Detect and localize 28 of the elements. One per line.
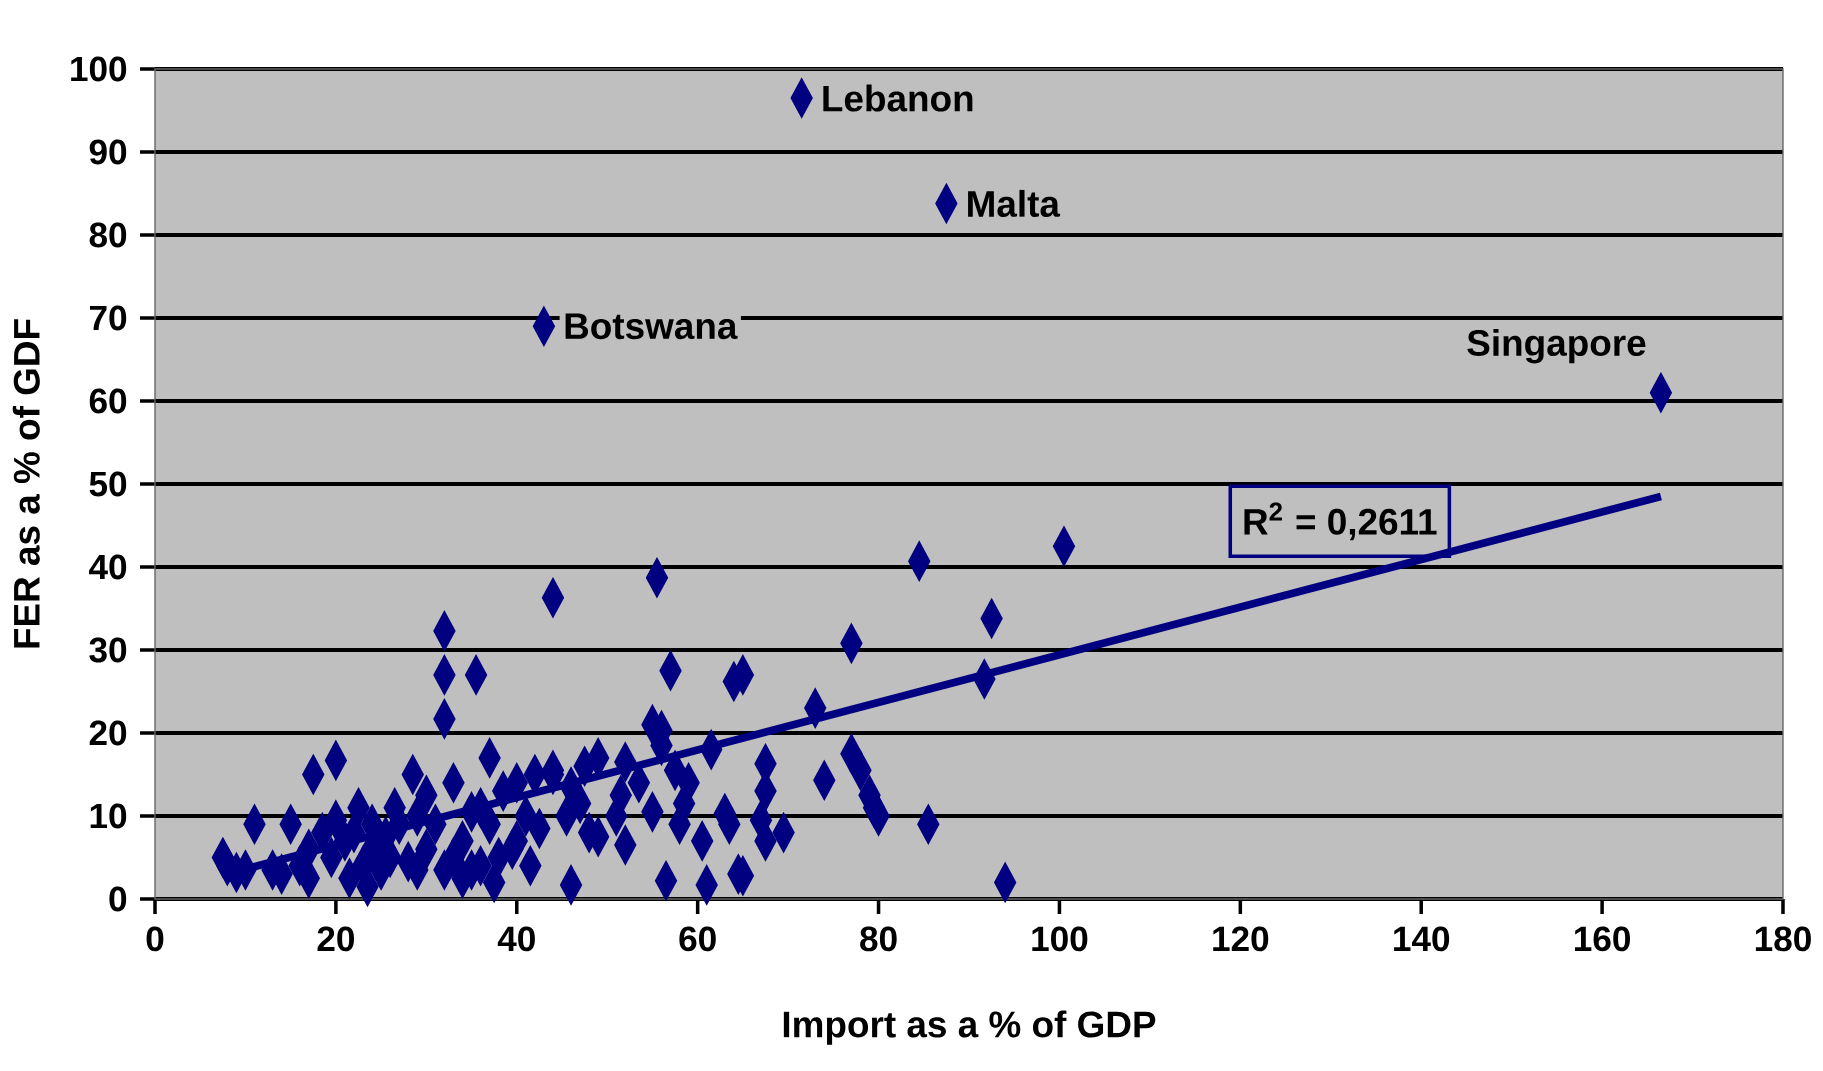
x-tick-label: 80 xyxy=(860,926,897,952)
y-tick-label: 80 xyxy=(89,222,127,248)
x-tick-label: 100 xyxy=(1032,926,1088,952)
y-tick-label: 0 xyxy=(109,886,127,912)
x-tick-label: 160 xyxy=(1574,926,1630,952)
y-tick-label: 100 xyxy=(71,56,127,82)
y-tick-label: 70 xyxy=(89,305,127,331)
annotation: Lebanon xyxy=(823,84,973,112)
annotation: Malta xyxy=(968,189,1061,218)
annotation: Singapore xyxy=(1467,328,1646,364)
x-tick-label: 60 xyxy=(679,926,716,952)
y-tick-label: 50 xyxy=(89,471,127,497)
x-axis-title: Import as a % of GDP xyxy=(783,1010,1156,1045)
y-tick-label: 40 xyxy=(89,554,127,580)
x-tick-label: 40 xyxy=(497,926,535,952)
y-tick-label: 10 xyxy=(90,803,127,829)
x-tick-label: 120 xyxy=(1213,926,1269,952)
y-axis-title: FER as a % of GDF xyxy=(12,319,40,648)
x-tick-label: 180 xyxy=(1755,926,1811,952)
annotation: Botswana xyxy=(565,313,738,340)
y-tick-label: 60 xyxy=(89,388,127,414)
y-tick-label: 90 xyxy=(89,139,127,165)
x-tick-label: 20 xyxy=(317,926,355,952)
y-tick-label: 20 xyxy=(89,720,127,746)
x-tick-label: 140 xyxy=(1394,926,1450,952)
annotation: R$^{2}$ = 0,2611 xyxy=(1244,502,1437,541)
y-tick-label: 30 xyxy=(89,637,127,663)
x-tick-label: 0 xyxy=(146,926,164,952)
